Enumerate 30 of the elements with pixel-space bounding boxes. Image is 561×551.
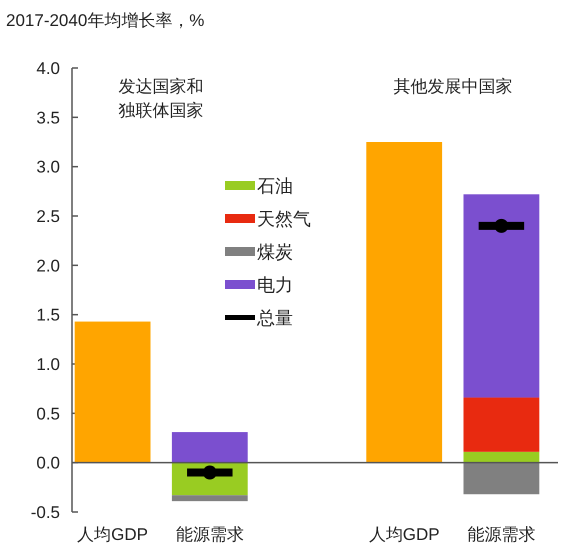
legend-label: 煤炭 <box>257 242 293 262</box>
bar <box>463 194 540 398</box>
y-tick-label: 1.0 <box>36 355 60 374</box>
legend-label: 石油 <box>257 176 293 196</box>
y-tick-label: 4.0 <box>36 59 60 78</box>
legend-label: 电力 <box>257 275 293 295</box>
y-tick-label: -0.5 <box>30 503 60 522</box>
bar <box>463 462 540 494</box>
y-tick-label: 2.5 <box>36 207 60 226</box>
legend-label: 总量 <box>256 308 293 328</box>
y-tick-label: 0.0 <box>36 454 60 473</box>
bar <box>172 432 248 463</box>
y-tick-label: 3.5 <box>36 108 60 128</box>
bar <box>463 398 540 452</box>
y-tick-label: 3.0 <box>36 158 60 177</box>
y-tick-label: 1.5 <box>36 306 60 325</box>
bar <box>74 322 151 463</box>
y-tick-label: 0.5 <box>36 404 60 424</box>
chart-title: 2017-2040年均增长率，% <box>6 11 204 30</box>
x-tick-label: 人均GDP <box>77 525 148 544</box>
x-tick-label: 人均GDP <box>368 525 440 544</box>
bar <box>463 452 540 463</box>
bar <box>172 495 248 502</box>
x-tick-label: 能源需求 <box>176 525 244 544</box>
annotation: 其他发展中国家 <box>393 77 512 96</box>
legend-label: 天然气 <box>257 209 311 229</box>
annotation: 发达国家和独联体国家 <box>118 77 204 120</box>
y-tick-label: 2.0 <box>36 256 60 276</box>
bar <box>366 142 442 463</box>
x-tick-label: 能源需求 <box>467 525 536 544</box>
